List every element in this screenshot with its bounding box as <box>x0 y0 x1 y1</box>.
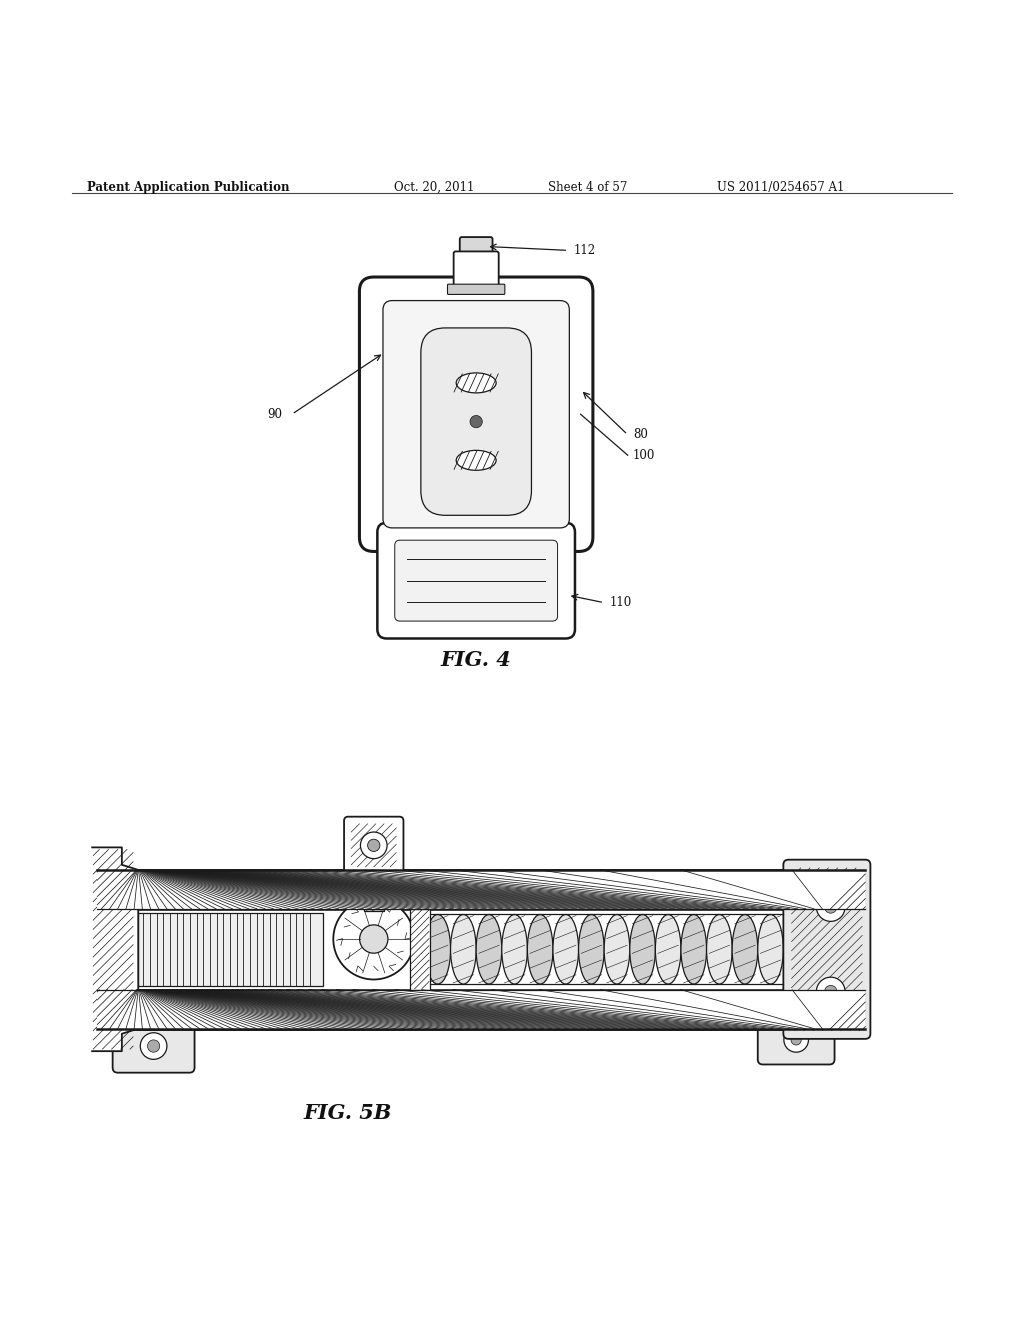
Ellipse shape <box>707 915 732 985</box>
Bar <box>97 870 865 909</box>
FancyBboxPatch shape <box>758 1015 835 1064</box>
Ellipse shape <box>457 374 497 393</box>
Bar <box>97 990 865 1028</box>
Circle shape <box>333 899 414 979</box>
Text: FIG. 4: FIG. 4 <box>440 649 512 671</box>
Ellipse shape <box>579 915 604 985</box>
Circle shape <box>368 840 380 851</box>
Circle shape <box>824 900 837 913</box>
Text: 110: 110 <box>609 597 632 609</box>
Text: 80: 80 <box>633 428 648 441</box>
Ellipse shape <box>758 915 783 985</box>
Circle shape <box>360 832 387 858</box>
Text: US 2011/0254657 A1: US 2011/0254657 A1 <box>717 181 844 194</box>
FancyBboxPatch shape <box>383 301 569 528</box>
FancyBboxPatch shape <box>344 817 403 874</box>
Ellipse shape <box>457 450 497 470</box>
Circle shape <box>470 416 482 428</box>
Circle shape <box>147 1040 160 1052</box>
Text: 112: 112 <box>573 244 596 257</box>
FancyBboxPatch shape <box>359 277 593 552</box>
FancyBboxPatch shape <box>460 238 493 260</box>
Circle shape <box>816 977 845 1006</box>
Circle shape <box>140 1032 167 1060</box>
FancyBboxPatch shape <box>454 251 499 292</box>
Circle shape <box>816 892 845 921</box>
Bar <box>138 913 323 986</box>
Bar <box>410 909 430 990</box>
Circle shape <box>791 1035 801 1045</box>
Circle shape <box>784 1027 809 1052</box>
Ellipse shape <box>630 915 655 985</box>
Polygon shape <box>92 847 138 1051</box>
Text: Patent Application Publication: Patent Application Publication <box>87 181 290 194</box>
Ellipse shape <box>451 915 476 985</box>
FancyBboxPatch shape <box>421 327 531 515</box>
FancyBboxPatch shape <box>395 540 558 622</box>
FancyBboxPatch shape <box>447 284 505 294</box>
Bar <box>97 870 865 909</box>
Ellipse shape <box>681 915 707 985</box>
Ellipse shape <box>476 915 502 985</box>
Ellipse shape <box>502 915 527 985</box>
Ellipse shape <box>527 915 553 985</box>
Text: Oct. 20, 2011: Oct. 20, 2011 <box>394 181 474 194</box>
FancyBboxPatch shape <box>378 523 575 639</box>
Bar <box>97 990 865 1028</box>
Ellipse shape <box>604 915 630 985</box>
Text: FIG. 5B: FIG. 5B <box>304 1102 392 1122</box>
FancyBboxPatch shape <box>783 859 870 1039</box>
Ellipse shape <box>553 915 579 985</box>
Ellipse shape <box>732 915 758 985</box>
Circle shape <box>359 925 388 953</box>
Text: 90: 90 <box>267 408 283 421</box>
Text: 100: 100 <box>633 449 655 462</box>
Text: Sheet 4 of 57: Sheet 4 of 57 <box>548 181 628 194</box>
Ellipse shape <box>425 915 451 985</box>
Circle shape <box>824 985 837 998</box>
Bar <box>364 870 384 911</box>
FancyBboxPatch shape <box>113 1019 195 1073</box>
Ellipse shape <box>655 915 681 985</box>
